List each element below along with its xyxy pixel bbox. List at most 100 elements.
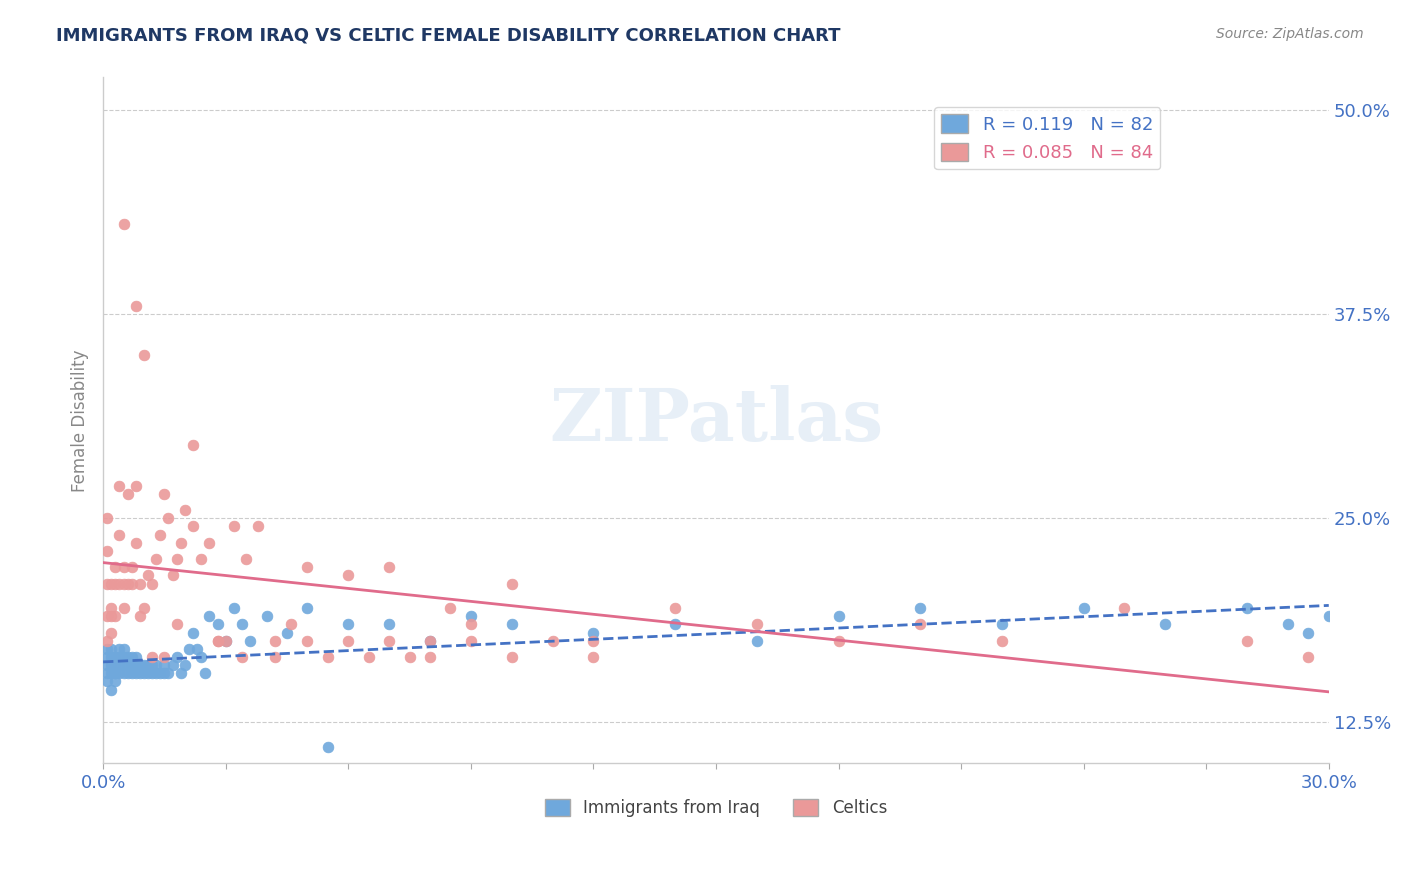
Point — [582, 625, 605, 640]
Point — [991, 617, 1014, 632]
Point — [1236, 601, 1258, 615]
Point — [132, 348, 155, 362]
Point — [136, 666, 159, 681]
Point — [316, 739, 339, 754]
Point — [157, 511, 180, 525]
Point — [125, 658, 148, 673]
Point — [112, 601, 135, 615]
Point — [297, 560, 319, 574]
Point — [96, 650, 118, 665]
Point — [100, 682, 122, 697]
Point — [181, 519, 204, 533]
Point — [117, 650, 139, 665]
Point — [108, 666, 131, 681]
Point — [136, 568, 159, 582]
Point — [207, 617, 229, 632]
Point — [96, 658, 118, 673]
Point — [1277, 617, 1299, 632]
Point — [1298, 625, 1320, 640]
Point — [117, 666, 139, 681]
Point — [181, 438, 204, 452]
Text: ZIPatlas: ZIPatlas — [548, 384, 883, 456]
Point — [104, 674, 127, 689]
Point — [541, 633, 564, 648]
Point — [145, 552, 167, 566]
Point — [991, 633, 1014, 648]
Point — [190, 552, 212, 566]
Point — [166, 617, 188, 632]
Point — [129, 609, 152, 624]
Point — [198, 535, 221, 549]
Point — [378, 560, 401, 574]
Point — [419, 650, 441, 665]
Point — [166, 552, 188, 566]
Point — [501, 617, 523, 632]
Point — [132, 666, 155, 681]
Point — [337, 617, 360, 632]
Point — [582, 633, 605, 648]
Point — [501, 650, 523, 665]
Point — [112, 218, 135, 232]
Text: IMMIGRANTS FROM IRAQ VS CELTIC FEMALE DISABILITY CORRELATION CHART: IMMIGRANTS FROM IRAQ VS CELTIC FEMALE DI… — [56, 27, 841, 45]
Point — [112, 666, 135, 681]
Point — [357, 650, 380, 665]
Point — [190, 650, 212, 665]
Point — [121, 650, 143, 665]
Point — [582, 650, 605, 665]
Point — [827, 633, 849, 648]
Point — [112, 560, 135, 574]
Point — [96, 674, 118, 689]
Point — [337, 633, 360, 648]
Point — [112, 650, 135, 665]
Point — [745, 633, 768, 648]
Point — [129, 658, 152, 673]
Point — [1073, 601, 1095, 615]
Point — [276, 625, 298, 640]
Point — [96, 511, 118, 525]
Point — [104, 560, 127, 574]
Point — [419, 633, 441, 648]
Point — [129, 666, 152, 681]
Point — [162, 658, 184, 673]
Point — [100, 625, 122, 640]
Point — [1154, 617, 1177, 632]
Point — [153, 666, 176, 681]
Point — [153, 650, 176, 665]
Point — [398, 650, 420, 665]
Point — [108, 576, 131, 591]
Point — [908, 617, 931, 632]
Point — [297, 601, 319, 615]
Point — [145, 666, 167, 681]
Point — [170, 535, 193, 549]
Point — [198, 609, 221, 624]
Point — [256, 609, 278, 624]
Point — [117, 576, 139, 591]
Point — [207, 633, 229, 648]
Point — [141, 658, 163, 673]
Point — [104, 658, 127, 673]
Point — [121, 560, 143, 574]
Point — [132, 658, 155, 673]
Point — [104, 666, 127, 681]
Point — [125, 666, 148, 681]
Text: Source: ZipAtlas.com: Source: ZipAtlas.com — [1216, 27, 1364, 41]
Point — [112, 658, 135, 673]
Point — [378, 633, 401, 648]
Point — [121, 658, 143, 673]
Point — [149, 527, 172, 541]
Point — [141, 666, 163, 681]
Point — [501, 576, 523, 591]
Point — [280, 617, 302, 632]
Point — [239, 633, 262, 648]
Point — [664, 617, 686, 632]
Point — [104, 609, 127, 624]
Point — [460, 633, 482, 648]
Point — [908, 601, 931, 615]
Point — [96, 666, 118, 681]
Point — [337, 568, 360, 582]
Point — [125, 478, 148, 492]
Point — [100, 666, 122, 681]
Point — [263, 650, 285, 665]
Point — [177, 641, 200, 656]
Point — [96, 633, 118, 648]
